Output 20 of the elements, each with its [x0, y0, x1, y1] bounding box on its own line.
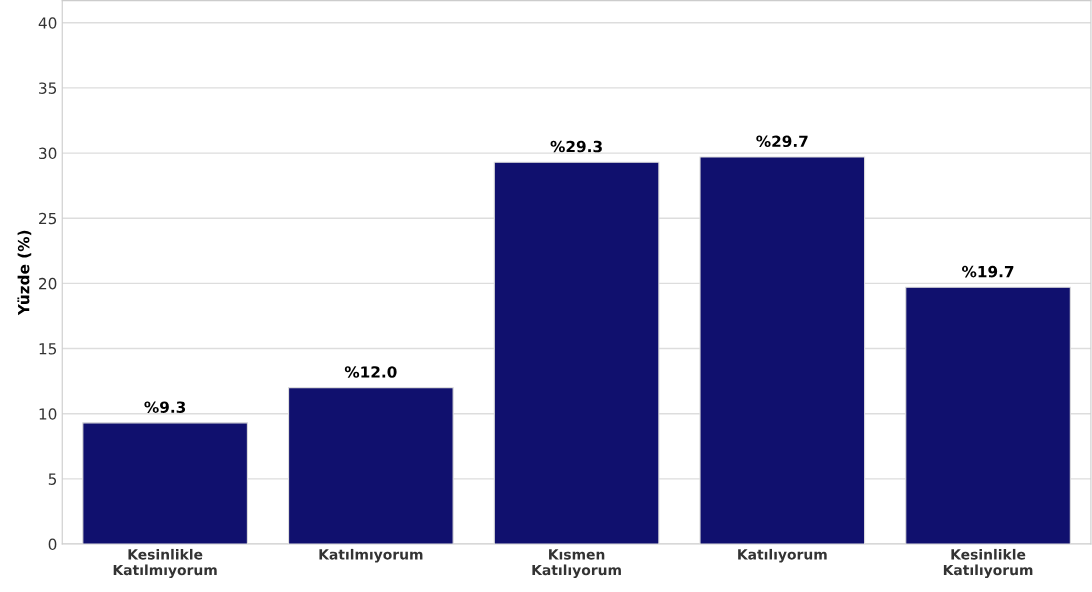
y-tick-label: 15 — [39, 343, 57, 355]
y-tick-label: 35 — [39, 82, 57, 94]
y-tick-label: 30 — [39, 147, 57, 160]
data-label: %19.7 — [962, 265, 1014, 278]
x-tick-label: Katılmıyorum — [319, 548, 423, 563]
x-tick-label: Kesinlikle Katılıyorum — [943, 548, 1033, 579]
y-tick-label: 40 — [38, 17, 57, 29]
y-tick-label: 20 — [39, 277, 57, 290]
y-tick-label: 10 — [39, 408, 57, 420]
x-tick-label: Katılıyorum — [738, 548, 827, 563]
data-label: %12.0 — [344, 366, 397, 378]
y-tick-label: 25 — [39, 212, 57, 225]
x-tick-label: Kısmen Katılıyorum — [532, 549, 621, 579]
data-label: %9.3 — [144, 401, 186, 413]
y-tick-label: 5 — [48, 473, 57, 485]
y-axis-title: Yüzde (%) — [17, 230, 32, 316]
y-tick-label: 0 — [48, 538, 57, 551]
x-tick-label: Kesinlikle Katılmıyorum — [113, 548, 217, 579]
data-label: %29.3 — [550, 140, 602, 153]
data-label: %29.7 — [756, 135, 808, 148]
